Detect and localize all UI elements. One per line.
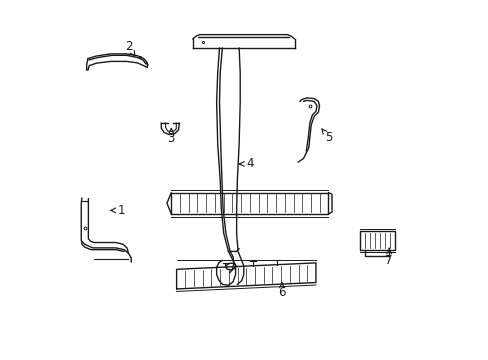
- Text: 3: 3: [167, 129, 175, 145]
- Text: 1: 1: [111, 204, 125, 217]
- Text: 7: 7: [385, 248, 392, 267]
- Text: 4: 4: [239, 157, 253, 170]
- Text: 2: 2: [124, 40, 135, 56]
- Text: 6: 6: [278, 283, 285, 299]
- Text: 5: 5: [321, 129, 331, 144]
